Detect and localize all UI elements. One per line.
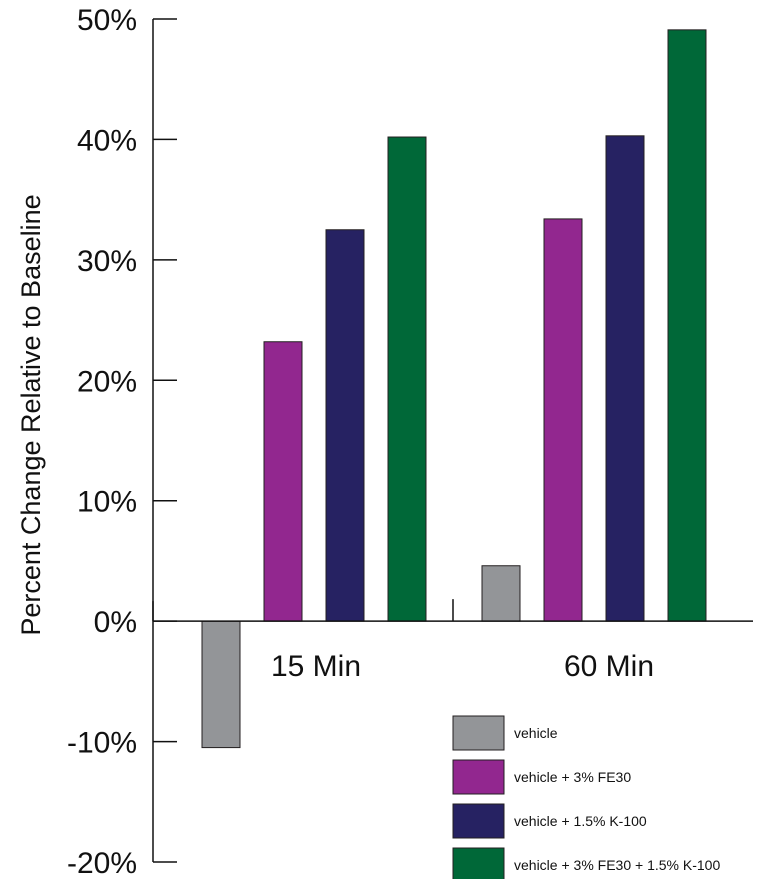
y-tick-label: 30% [77, 245, 137, 278]
legend-swatch [452, 847, 505, 879]
x-category-label: 60 Min [564, 650, 654, 683]
x-axis-baseline [152, 599, 753, 622]
legend-label: vehicle + 3% FE30 [514, 769, 631, 785]
y-tick-label: -20% [67, 847, 137, 879]
legend-swatch [452, 803, 505, 839]
bar [387, 136, 427, 622]
legend-label: vehicle [514, 725, 558, 741]
legend: vehicle vehicle + 3% FE30 vehicle + 1.5% K… [452, 715, 720, 879]
bar [667, 29, 707, 622]
y-tick-label: 0% [94, 606, 137, 639]
y-axis: 50% 40% 30% 20% 10% 0% -10% -20% [67, 4, 177, 879]
y-tick-label: 40% [77, 124, 137, 157]
bar [481, 565, 521, 622]
y-tick-label: 50% [77, 4, 137, 37]
bar [605, 135, 645, 622]
x-category-label: 15 Min [271, 650, 361, 683]
bar [543, 218, 583, 622]
bar [325, 229, 365, 622]
y-tick-label: 10% [77, 486, 137, 519]
legend-label: vehicle + 3% FE30 + 1.5% K-100 [514, 857, 720, 873]
bar [263, 341, 303, 622]
legend-swatch [452, 759, 505, 795]
legend-label: vehicle + 1.5% K-100 [514, 813, 647, 829]
y-axis-title: Percent Change Relative to Baseline [16, 194, 46, 635]
bar [201, 620, 241, 749]
bars [201, 29, 707, 749]
category-labels: 15 Min 60 Min [271, 650, 654, 683]
y-tick-label: 20% [77, 365, 137, 398]
y-tick-label: -10% [67, 727, 137, 760]
legend-swatch [452, 715, 505, 751]
